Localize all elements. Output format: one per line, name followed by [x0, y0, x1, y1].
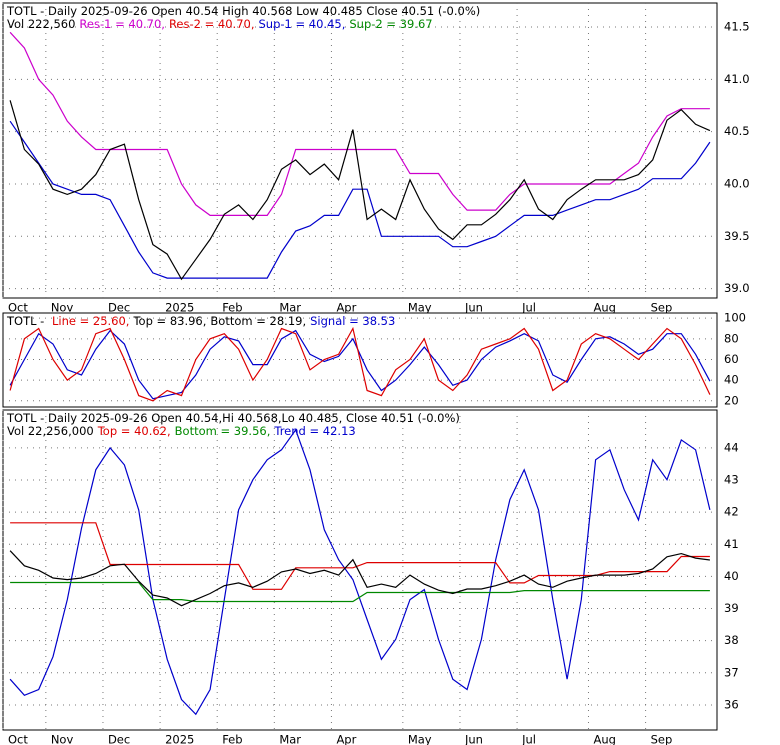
y-tick-label: 36 — [724, 697, 739, 711]
y-tick-label: 37 — [724, 665, 739, 679]
x-tick-label: Sep — [651, 733, 673, 745]
header-segment: Signal = 38.53 — [310, 314, 395, 328]
x-tick-label: Aug — [593, 733, 615, 745]
header-segment: Vol 222,560 — [7, 17, 75, 31]
panel-header: Vol 222,560 Res-1 = 40.70, Res-2 = 40.70, S… — [7, 17, 433, 31]
x-tick-label: Oct — [8, 301, 28, 315]
series-line — [9, 120, 711, 279]
header-segment: Sup-2 = 39.67 — [349, 17, 432, 31]
y-tick-label: 100 — [724, 311, 746, 325]
header-segment: Vol 22,256,000 — [7, 424, 94, 438]
header-segment: Res-2 = 40.70, — [169, 17, 255, 31]
x-tick-label: Mar — [279, 301, 301, 315]
x-tick-label: Feb — [222, 733, 242, 745]
series-line — [9, 100, 711, 281]
header-segment: TOTL - Daily 2025-09-26 Open 40.54,Hi 40… — [6, 411, 460, 425]
x-tick-label: Jul — [521, 301, 536, 315]
y-tick-label: 80 — [724, 331, 739, 345]
x-tick-label: Nov — [51, 733, 74, 745]
panel — [2, 2, 718, 299]
header-segment: TOTL - Daily 2025-09-26 Open 40.54 High … — [6, 4, 480, 18]
y-tick-label: 39.0 — [724, 281, 750, 295]
header-segment: Top = 83.96, — [132, 314, 206, 328]
x-tick-label: Apr — [336, 301, 356, 315]
y-tick-label: 39.5 — [724, 229, 750, 243]
x-tick-label: Aug — [593, 301, 615, 315]
x-tick-label: Dec — [108, 301, 130, 315]
panel-header: Vol 22,256,000 Top = 40.62, Bottom = 39.56… — [7, 424, 356, 438]
header-segment: Top = 40.62, — [97, 424, 171, 438]
y-tick-label: 42 — [724, 505, 739, 519]
y-tick-label: 44 — [724, 440, 739, 454]
y-tick-label: 40.0 — [724, 176, 750, 190]
x-tick-label: Nov — [51, 301, 74, 315]
series-line — [9, 31, 710, 216]
y-tick-label: 43 — [724, 473, 739, 487]
series-line — [9, 550, 710, 607]
panel — [2, 409, 718, 731]
x-tick-label: Sep — [651, 301, 673, 315]
header-segment: Sup-1 = 40.45, — [258, 17, 345, 31]
y-tick-label: 20 — [724, 393, 739, 407]
x-tick-label: Apr — [336, 733, 356, 745]
header-segment: Line = 25.60, — [52, 314, 130, 328]
series-line — [10, 581, 710, 603]
series-line — [9, 428, 711, 716]
x-tick-label: 2025 — [165, 733, 194, 745]
header-segment: Trend = 42.13 — [273, 424, 355, 438]
y-tick-label: 41.5 — [724, 20, 750, 34]
header-segment: TOTL - — [6, 314, 48, 328]
y-tick-label: 38 — [724, 633, 739, 647]
series-line — [9, 326, 711, 402]
y-tick-label: 60 — [724, 352, 739, 366]
series-line — [9, 329, 711, 400]
y-tick-label: 40 — [724, 569, 739, 583]
x-tick-label: May — [408, 733, 432, 745]
panel-header: TOTL - Daily 2025-09-26 Open 40.54,Hi 40… — [6, 411, 460, 425]
header-segment: Res-1 = 40.70, — [79, 17, 165, 31]
header-segment: Bottom = 39.56, — [175, 424, 271, 438]
header-segment: Bottom = 28.19, — [210, 314, 306, 328]
y-tick-label: 40 — [724, 373, 739, 387]
y-tick-label: 39 — [724, 601, 739, 615]
y-tick-label: 41.0 — [724, 72, 750, 86]
x-tick-label: Jul — [521, 733, 536, 745]
x-tick-label: Feb — [222, 301, 242, 315]
y-tick-label: 41 — [724, 537, 739, 551]
x-tick-label: Jun — [464, 301, 483, 315]
x-tick-label: Oct — [8, 733, 28, 745]
x-tick-label: Jun — [464, 733, 483, 745]
x-tick-label: May — [408, 301, 432, 315]
panel-header: TOTL - Daily 2025-09-26 Open 40.54 High … — [6, 4, 480, 18]
x-tick-label: Dec — [108, 733, 130, 745]
y-tick-label: 40.5 — [724, 124, 750, 138]
panel-header: TOTL - Line = 25.60, Top = 83.96, Bottom =… — [6, 314, 395, 328]
x-tick-label: Mar — [279, 733, 301, 745]
x-tick-label: 2025 — [165, 301, 194, 315]
